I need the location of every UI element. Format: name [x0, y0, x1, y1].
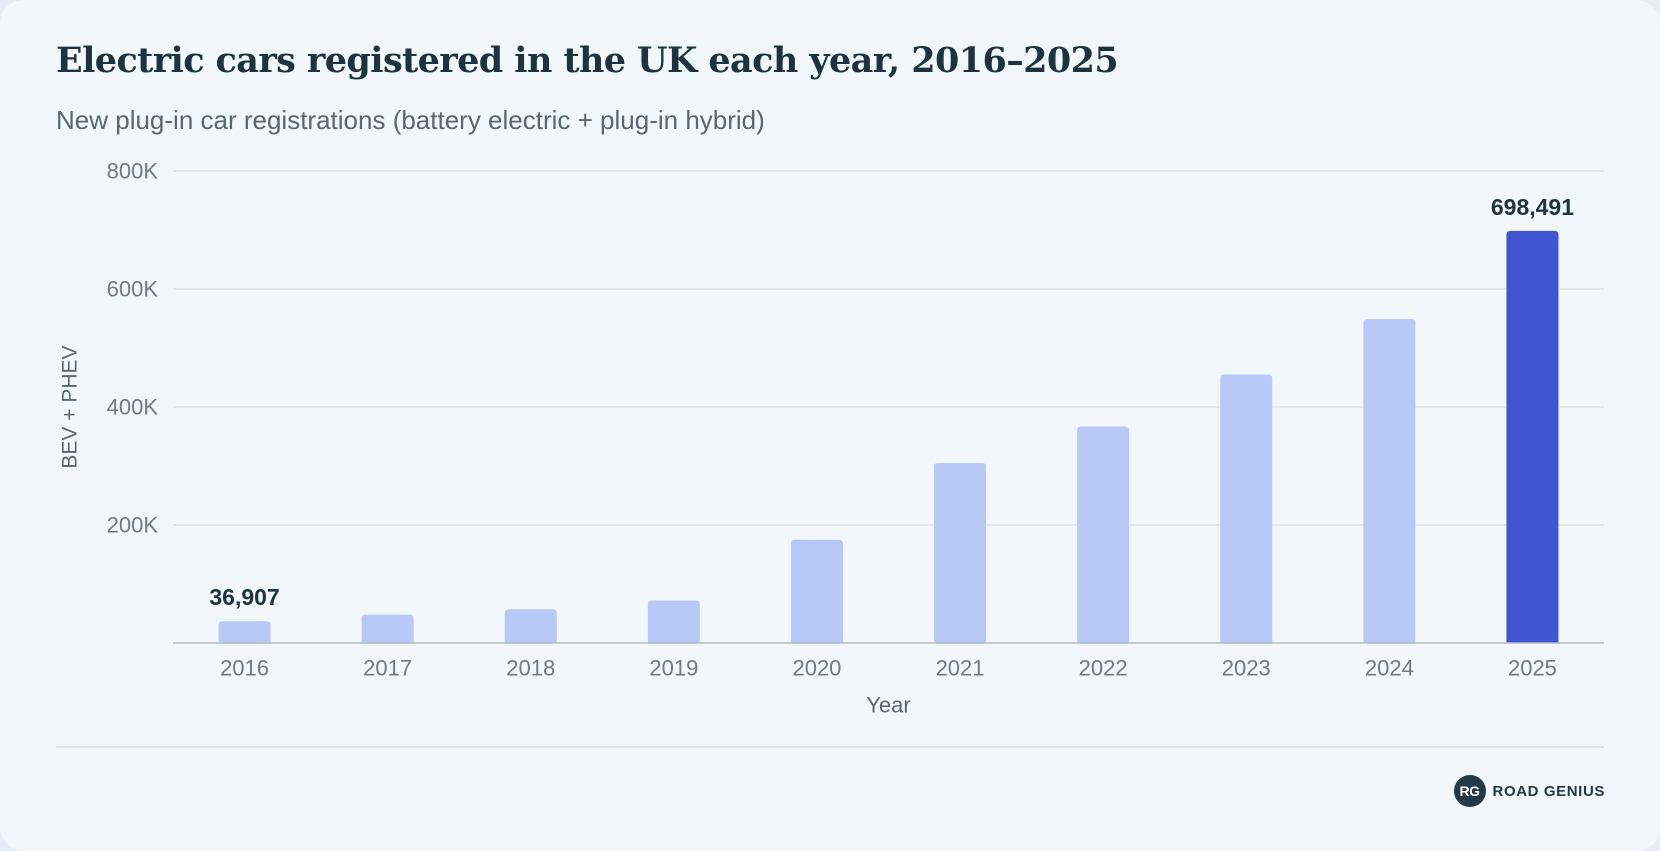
y-tick-label: 800K [107, 159, 159, 184]
x-tick-label: 2024 [1365, 656, 1414, 681]
bar-2016 [218, 621, 271, 643]
bar-2020 [790, 539, 843, 643]
brand-logo: RG ROAD GENIUS [1453, 775, 1605, 807]
x-tick-label: 2017 [363, 656, 412, 681]
y-tick-label: 600K [107, 277, 159, 302]
x-tick-label: 2025 [1508, 656, 1557, 681]
x-tick-label: 2020 [792, 656, 841, 681]
brand-name: ROAD GENIUS [1492, 782, 1605, 800]
bar-2023 [1220, 374, 1273, 643]
data-label: 698,491 [1491, 194, 1574, 220]
y-tick-label: 400K [107, 395, 159, 420]
bar-2018 [504, 609, 557, 643]
x-tick-label: 2021 [936, 656, 985, 681]
x-axis-label: Year [866, 693, 910, 718]
footer-divider [56, 746, 1604, 748]
bar-2017 [361, 614, 414, 643]
brand-mark-icon: RG [1453, 775, 1486, 807]
bar-2024 [1363, 319, 1416, 643]
bar-2021 [934, 463, 987, 643]
x-tick-label: 2022 [1079, 656, 1128, 681]
bar-2019 [647, 600, 700, 643]
x-tick-label: 2018 [506, 656, 555, 681]
chart-subtitle: New plug-in car registrations (battery e… [56, 105, 765, 135]
bar-2022 [1077, 426, 1130, 643]
x-tick-label: 2016 [220, 656, 269, 681]
data-label: 36,907 [209, 584, 279, 610]
chart-title: Electric cars registered in the UK each … [56, 40, 1119, 81]
y-tick-label: 200K [107, 513, 159, 538]
x-tick-label: 2023 [1222, 656, 1271, 681]
y-axis-label: BEV + PHEV [59, 345, 82, 468]
bar-2025 [1506, 230, 1559, 643]
x-tick-label: 2019 [649, 656, 698, 681]
